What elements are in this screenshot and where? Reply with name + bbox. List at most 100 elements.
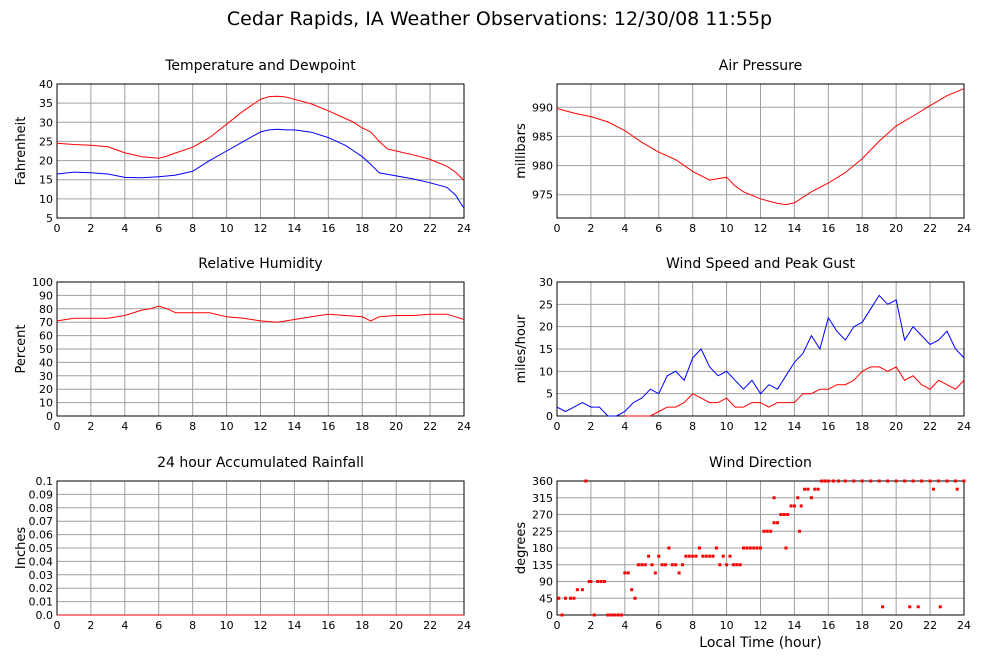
pressure-frame (556, 83, 965, 219)
direction-point (687, 554, 691, 558)
wind-xtick: 22 (923, 420, 937, 433)
rain-ytick: 0.07 (29, 515, 54, 528)
direction-point (803, 487, 807, 491)
direction-point (616, 613, 620, 617)
direction-xtick: 0 (554, 619, 561, 632)
direction-point (714, 546, 718, 550)
humidity-xtick: 0 (54, 420, 61, 433)
direction-point (920, 479, 924, 483)
pressure-ytick: 985 (532, 130, 553, 143)
direction-point (779, 513, 783, 516)
direction-xtick: 12 (754, 619, 768, 632)
direction-point (955, 487, 959, 491)
humidity-xtick: 20 (389, 420, 403, 433)
direction-point (609, 613, 613, 617)
wind-series-1 (624, 366, 965, 417)
temp-xtick: 14 (287, 222, 301, 235)
direction-point (674, 563, 678, 567)
direction-point (684, 554, 688, 558)
temp-xtick: 24 (457, 222, 471, 235)
rain-ytick: 0.02 (29, 582, 54, 595)
rain-xtick: 24 (457, 619, 471, 632)
direction-point (630, 588, 634, 592)
wind-ytick: 30 (539, 276, 553, 289)
direction-point (894, 479, 898, 483)
rain-xtick: 8 (189, 619, 196, 632)
temp-xtick: 8 (189, 222, 196, 235)
direction-point (731, 563, 735, 567)
pressure-xtick: 12 (754, 222, 768, 235)
temp-ytick: 5 (46, 212, 53, 225)
direction-point (762, 529, 766, 533)
direction-point (831, 479, 835, 483)
direction-point (664, 563, 668, 567)
wind-title: Wind Speed and Peak Gust (666, 256, 855, 272)
rain-xtick: 10 (220, 619, 234, 632)
direction-point (742, 546, 746, 550)
direction-point (680, 563, 684, 567)
direction-point (640, 563, 644, 567)
wind-xtick: 14 (787, 420, 801, 433)
rain-xtick: 2 (87, 619, 94, 632)
direction-point (708, 554, 712, 558)
direction-point (738, 563, 742, 567)
direction-point (816, 487, 820, 491)
direction-point (881, 605, 885, 609)
direction-point (735, 563, 739, 567)
pressure-title: Air Pressure (719, 58, 802, 74)
humidity-xtick: 24 (457, 420, 471, 433)
pressure-xtick: 10 (720, 222, 734, 235)
humidity-xtick: 16 (321, 420, 335, 433)
wind-ytick: 25 (539, 298, 553, 311)
direction-point (725, 563, 729, 567)
temp-ylabel: Fahrenheit (14, 117, 29, 186)
humidity-xtick: 10 (220, 420, 234, 433)
direction-point (569, 596, 573, 600)
wind-xtick: 16 (821, 420, 835, 433)
direction-point (670, 563, 674, 567)
direction-point (823, 479, 827, 483)
humidity-ytick: 70 (39, 316, 53, 329)
direction-point (908, 605, 912, 609)
direction-point (636, 563, 640, 567)
direction-point (721, 554, 725, 558)
rain-xtick: 22 (423, 619, 437, 632)
pressure-series-0 (556, 88, 965, 206)
rain-xtick: 14 (287, 619, 301, 632)
humidity-ytick: 30 (39, 370, 53, 383)
direction-xtick: 22 (923, 619, 937, 632)
wind-xtick: 20 (889, 420, 903, 433)
direction-xtick: 4 (621, 619, 628, 632)
direction-ytick: 0 (546, 609, 553, 622)
direction-point (752, 546, 756, 550)
pressure-ytick: 975 (532, 189, 553, 202)
direction-point (792, 504, 796, 508)
humidity-xtick: 8 (189, 420, 196, 433)
direction-point (619, 613, 623, 617)
direction-point (799, 504, 803, 508)
wind-xtick: 10 (720, 420, 734, 433)
direction-point (650, 563, 654, 567)
direction-point (589, 580, 593, 583)
direction-point (599, 580, 603, 583)
direction-point (931, 487, 935, 491)
direction-point (557, 596, 561, 600)
wind-xtick: 18 (855, 420, 869, 433)
wind-series-0 (556, 294, 965, 417)
page-title: Cedar Rapids, IA Weather Observations: 1… (226, 8, 773, 30)
rain-xtick: 6 (155, 619, 162, 632)
direction-point (938, 605, 942, 609)
rain-ytick: 0.01 (29, 596, 54, 609)
direction-point (633, 596, 637, 600)
direction-point (657, 554, 661, 558)
temp-xtick: 2 (87, 222, 94, 235)
direction-point (772, 496, 776, 500)
rain-ylabel: Inches (14, 527, 29, 569)
direction-point (784, 546, 788, 550)
direction-point (826, 479, 830, 483)
direction-xtick: 20 (889, 619, 903, 632)
wind-xtick: 24 (957, 420, 971, 433)
humidity-ytick: 50 (39, 343, 53, 356)
direction-point (860, 479, 864, 483)
